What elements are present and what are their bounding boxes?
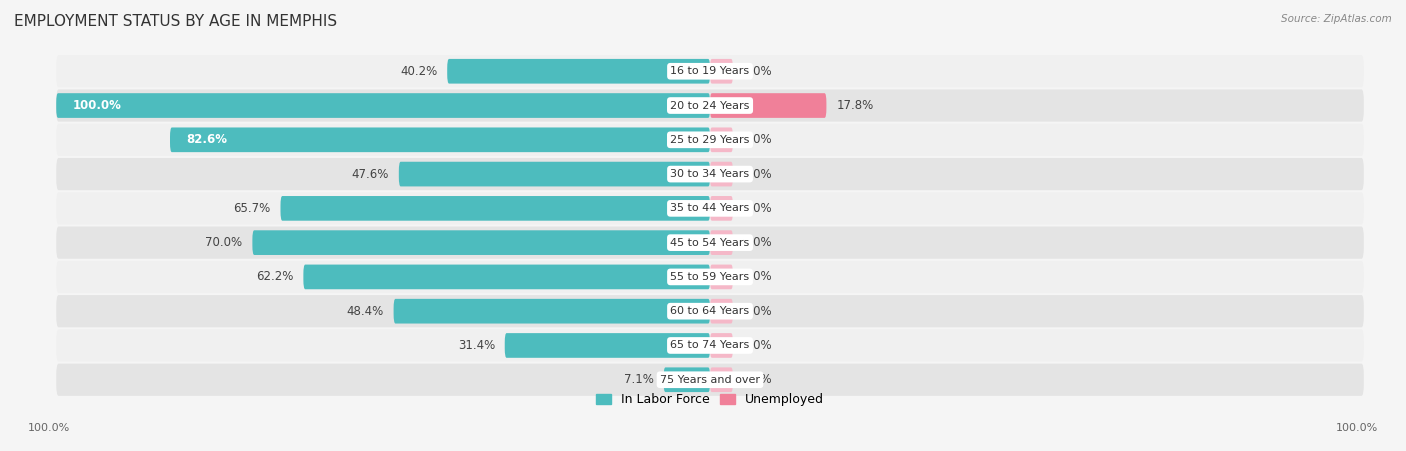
FancyBboxPatch shape [710,230,733,255]
FancyBboxPatch shape [304,265,710,289]
Text: 0.0%: 0.0% [742,339,772,352]
FancyBboxPatch shape [56,124,1364,156]
Text: 62.2%: 62.2% [256,271,294,283]
FancyBboxPatch shape [710,333,733,358]
Text: 0.0%: 0.0% [742,373,772,386]
FancyBboxPatch shape [56,295,1364,327]
Text: 0.0%: 0.0% [742,202,772,215]
Text: 0.0%: 0.0% [742,133,772,146]
Text: 0.0%: 0.0% [742,236,772,249]
Text: 100.0%: 100.0% [73,99,121,112]
Text: 0.0%: 0.0% [742,65,772,78]
FancyBboxPatch shape [56,226,1364,259]
FancyBboxPatch shape [710,265,733,289]
Text: 35 to 44 Years: 35 to 44 Years [671,203,749,213]
FancyBboxPatch shape [505,333,710,358]
Text: 31.4%: 31.4% [458,339,495,352]
Text: 45 to 54 Years: 45 to 54 Years [671,238,749,248]
FancyBboxPatch shape [56,261,1364,293]
FancyBboxPatch shape [710,59,733,83]
Text: 100.0%: 100.0% [1336,423,1378,433]
FancyBboxPatch shape [56,364,1364,396]
FancyBboxPatch shape [56,89,1364,122]
FancyBboxPatch shape [56,329,1364,362]
Text: 70.0%: 70.0% [205,236,243,249]
Text: 60 to 64 Years: 60 to 64 Years [671,306,749,316]
FancyBboxPatch shape [710,196,733,221]
FancyBboxPatch shape [56,55,1364,87]
Legend: In Labor Force, Unemployed: In Labor Force, Unemployed [591,388,830,411]
Text: 48.4%: 48.4% [346,305,384,318]
FancyBboxPatch shape [399,162,710,186]
FancyBboxPatch shape [710,162,733,186]
Text: 17.8%: 17.8% [837,99,873,112]
Text: 16 to 19 Years: 16 to 19 Years [671,66,749,76]
Text: 0.0%: 0.0% [742,271,772,283]
Text: 7.1%: 7.1% [624,373,654,386]
Text: 65.7%: 65.7% [233,202,271,215]
FancyBboxPatch shape [280,196,710,221]
Text: 0.0%: 0.0% [742,168,772,180]
FancyBboxPatch shape [56,158,1364,190]
Text: EMPLOYMENT STATUS BY AGE IN MEMPHIS: EMPLOYMENT STATUS BY AGE IN MEMPHIS [14,14,337,28]
Text: 0.0%: 0.0% [742,305,772,318]
FancyBboxPatch shape [710,299,733,323]
Text: 65 to 74 Years: 65 to 74 Years [671,341,749,350]
Text: 75 Years and over: 75 Years and over [659,375,761,385]
Text: 20 to 24 Years: 20 to 24 Years [671,101,749,110]
FancyBboxPatch shape [710,368,733,392]
FancyBboxPatch shape [56,192,1364,225]
Text: Source: ZipAtlas.com: Source: ZipAtlas.com [1281,14,1392,23]
FancyBboxPatch shape [710,93,827,118]
FancyBboxPatch shape [447,59,710,83]
Text: 25 to 29 Years: 25 to 29 Years [671,135,749,145]
Text: 40.2%: 40.2% [401,65,437,78]
FancyBboxPatch shape [253,230,710,255]
FancyBboxPatch shape [394,299,710,323]
Text: 100.0%: 100.0% [28,423,70,433]
FancyBboxPatch shape [710,128,733,152]
Text: 47.6%: 47.6% [352,168,389,180]
Text: 82.6%: 82.6% [187,133,228,146]
Text: 55 to 59 Years: 55 to 59 Years [671,272,749,282]
FancyBboxPatch shape [56,93,710,118]
FancyBboxPatch shape [170,128,710,152]
Text: 30 to 34 Years: 30 to 34 Years [671,169,749,179]
FancyBboxPatch shape [664,368,710,392]
